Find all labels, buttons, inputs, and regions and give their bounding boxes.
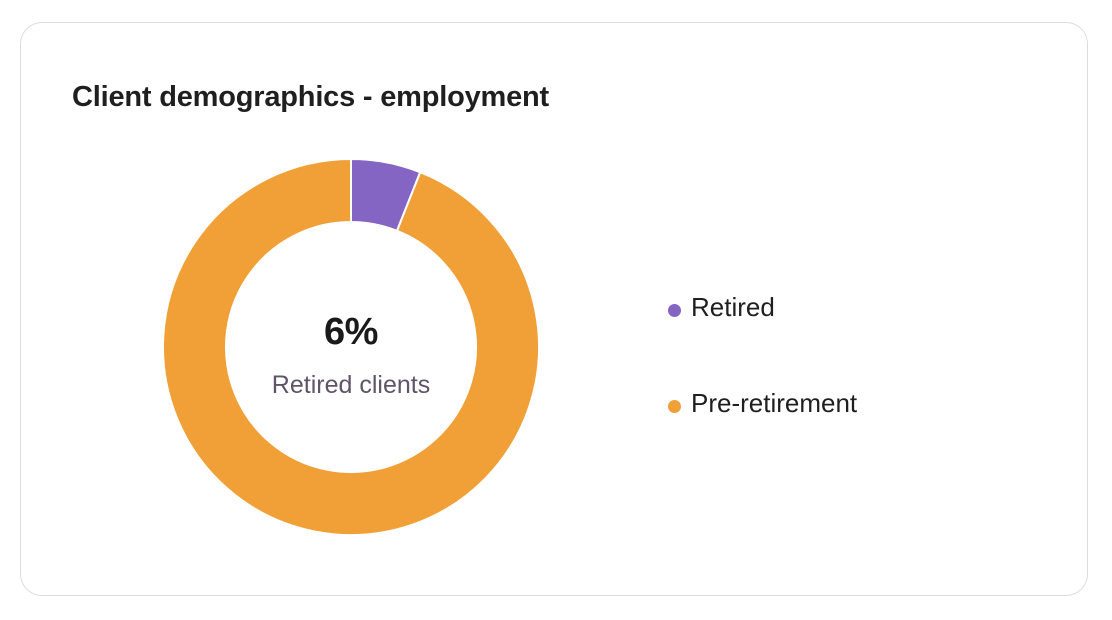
donut-chart-svg — [162, 158, 540, 536]
chart-card: Client demographics - employment 6% Reti… — [20, 22, 1088, 596]
donut-slice-pre-retirement[interactable] — [162, 158, 540, 536]
donut-chart: 6% Retired clients — [161, 157, 541, 537]
legend-item-retired[interactable]: Retired — [668, 289, 857, 325]
legend-dot-retired — [668, 303, 681, 317]
legend-label-pre-retirement: Pre-retirement — [691, 387, 858, 418]
legend-label-retired: Retired — [691, 291, 775, 322]
card-title: Client demographics - employment — [72, 81, 550, 113]
chart-legend: Retired Pre-retirement — [668, 289, 857, 481]
legend-dot-pre-retirement — [668, 399, 681, 413]
legend-item-pre-retirement[interactable]: Pre-retirement — [668, 385, 857, 421]
